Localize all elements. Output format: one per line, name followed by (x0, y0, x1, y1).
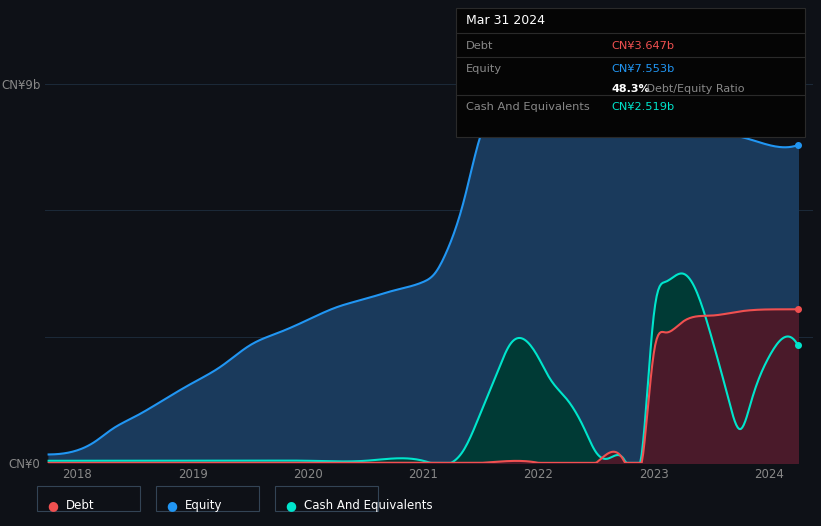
Text: Mar 31 2024: Mar 31 2024 (466, 14, 544, 27)
Text: Cash And Equivalents: Cash And Equivalents (466, 102, 589, 112)
Text: CN¥2.519b: CN¥2.519b (612, 102, 675, 112)
Text: CN¥7.553b: CN¥7.553b (612, 64, 675, 74)
Text: Equity: Equity (185, 499, 222, 512)
Text: ●: ● (167, 499, 177, 512)
Text: ●: ● (286, 499, 296, 512)
Text: Debt: Debt (466, 41, 493, 50)
Text: 48.3%: 48.3% (612, 84, 650, 94)
Text: Debt/Equity Ratio: Debt/Equity Ratio (643, 84, 745, 94)
Text: Equity: Equity (466, 64, 502, 74)
Text: Debt: Debt (66, 499, 94, 512)
Text: ●: ● (48, 499, 58, 512)
Text: CN¥3.647b: CN¥3.647b (612, 41, 675, 50)
Text: Cash And Equivalents: Cash And Equivalents (304, 499, 433, 512)
